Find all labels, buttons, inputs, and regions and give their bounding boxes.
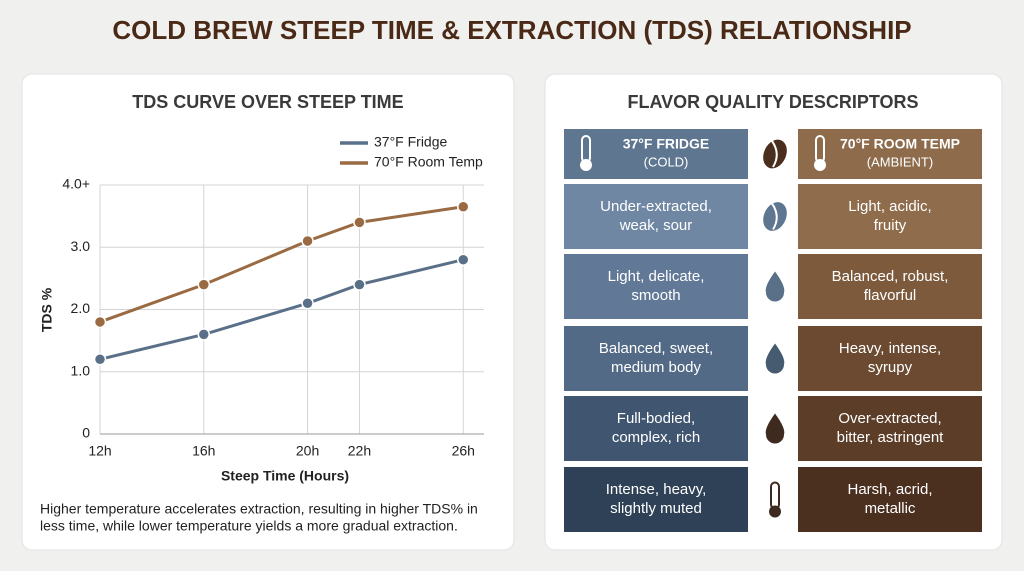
thermo-icon bbox=[580, 159, 592, 171]
descriptor-text: Light, delicate, bbox=[608, 268, 705, 285]
descriptor-text: syrupy bbox=[868, 359, 913, 376]
column-subtitle: (COLD) bbox=[644, 154, 689, 169]
caption: less time, while lower temperature yield… bbox=[40, 518, 458, 534]
descriptor-text: Full-bodied, bbox=[617, 410, 695, 427]
column-title: 37°F FRIDGE bbox=[623, 136, 710, 152]
descriptor-text: Balanced, robust, bbox=[832, 268, 949, 285]
descriptor-cell bbox=[798, 254, 982, 319]
descriptor-text: complex, rich bbox=[612, 429, 700, 446]
flavor-title: FLAVOR QUALITY DESCRIPTORS bbox=[627, 92, 918, 112]
data-point bbox=[353, 216, 366, 229]
x-axis-label: Steep Time (Hours) bbox=[221, 468, 349, 484]
y-tick-label: 0 bbox=[82, 425, 90, 441]
descriptor-text: Light, acidic, bbox=[848, 198, 931, 215]
descriptor-cell bbox=[564, 184, 748, 249]
descriptor-cell bbox=[564, 254, 748, 319]
drop-icon bbox=[765, 343, 785, 374]
y-axis-label: TDS % bbox=[39, 287, 55, 332]
descriptor-cell bbox=[798, 467, 982, 532]
drop-icon bbox=[765, 413, 785, 444]
data-point bbox=[197, 328, 211, 341]
x-tick-label: 22h bbox=[348, 443, 371, 459]
thermo-icon bbox=[814, 159, 826, 171]
y-tick-label: 1.0 bbox=[71, 362, 91, 378]
bean-icon bbox=[763, 202, 787, 231]
descriptor-text: fruity bbox=[874, 217, 907, 234]
descriptor-cell bbox=[798, 396, 982, 461]
descriptor-text: flavorful bbox=[864, 287, 917, 304]
caption: Higher temperature accelerates extractio… bbox=[40, 501, 478, 517]
y-tick-label: 3.0 bbox=[71, 238, 91, 254]
data-point bbox=[301, 234, 314, 248]
x-tick-label: 12h bbox=[88, 443, 111, 459]
descriptor-text: slightly muted bbox=[610, 500, 702, 517]
legend-label: 37°F Fridge bbox=[374, 134, 448, 150]
thermo-icon bbox=[769, 505, 781, 518]
x-tick-label: 26h bbox=[452, 443, 475, 459]
column-subtitle: (AMBIENT) bbox=[867, 154, 933, 169]
descriptor-text: Balanced, sweet, bbox=[599, 340, 713, 357]
column-header bbox=[564, 129, 748, 179]
legend-label: 70°F Room Temp bbox=[374, 154, 483, 170]
descriptor-text: Over-extracted, bbox=[838, 410, 941, 427]
data-point bbox=[301, 297, 314, 310]
data-point bbox=[456, 200, 470, 214]
data-point bbox=[353, 278, 366, 291]
descriptor-cell bbox=[564, 467, 748, 532]
column-title: 70°F ROOM TEMP bbox=[840, 136, 960, 152]
descriptor-text: metallic bbox=[865, 500, 916, 517]
bean-icon bbox=[763, 139, 787, 169]
bean-icon bbox=[771, 140, 778, 168]
data-point bbox=[197, 278, 211, 291]
chart-card bbox=[21, 73, 515, 551]
descriptor-text: smooth bbox=[631, 287, 680, 304]
descriptor-cell bbox=[564, 396, 748, 461]
descriptor-text: Heavy, intense, bbox=[839, 340, 941, 357]
descriptor-text: Harsh, acrid, bbox=[847, 481, 932, 498]
y-tick-label: 4.0+ bbox=[62, 176, 90, 192]
y-tick-label: 2.0 bbox=[71, 300, 91, 316]
descriptor-text: weak, sour bbox=[619, 217, 693, 234]
descriptor-cell bbox=[564, 326, 748, 391]
descriptor-cell bbox=[798, 326, 982, 391]
descriptor-cell bbox=[798, 184, 982, 249]
page-title: COLD BREW STEEP TIME & EXTRACTION (TDS) … bbox=[112, 15, 911, 45]
chart-title: TDS CURVE OVER STEEP TIME bbox=[132, 92, 403, 112]
data-point bbox=[93, 315, 107, 329]
data-point bbox=[456, 253, 470, 266]
descriptor-text: medium body bbox=[611, 359, 702, 376]
descriptor-text: bitter, astringent bbox=[837, 429, 945, 446]
bean-icon bbox=[771, 202, 778, 231]
x-tick-label: 20h bbox=[296, 443, 319, 459]
descriptor-text: Intense, heavy, bbox=[606, 481, 707, 498]
drop-icon bbox=[765, 271, 785, 302]
descriptor-text: Under-extracted, bbox=[600, 198, 712, 215]
column-header bbox=[798, 129, 982, 179]
x-tick-label: 16h bbox=[192, 443, 215, 459]
data-point bbox=[93, 353, 107, 366]
